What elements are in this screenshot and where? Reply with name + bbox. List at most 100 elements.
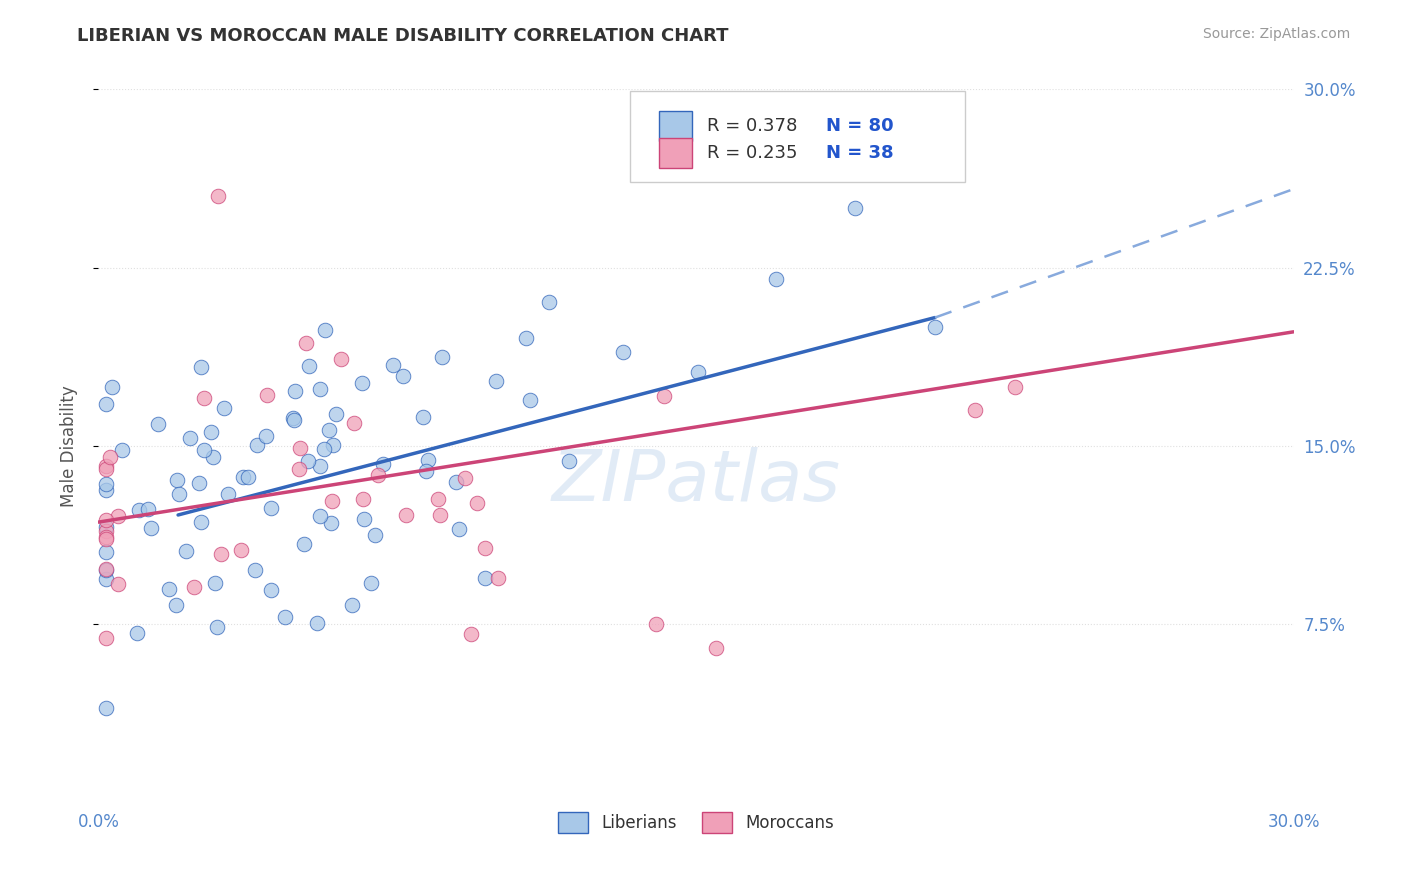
- Point: [309, 382, 332, 396]
- Point: [200, 425, 222, 440]
- Point: [342, 599, 364, 613]
- Point: [204, 576, 226, 591]
- Point: [352, 376, 374, 390]
- Text: Source: ZipAtlas.com: Source: ZipAtlas.com: [1202, 27, 1350, 41]
- Point: [292, 537, 315, 551]
- Point: [190, 515, 212, 529]
- Point: [246, 438, 269, 452]
- Point: [297, 454, 319, 468]
- Point: [128, 503, 150, 517]
- Point: [371, 457, 394, 471]
- FancyBboxPatch shape: [630, 91, 965, 182]
- Point: [193, 443, 215, 458]
- Point: [183, 580, 205, 594]
- Point: [96, 458, 118, 473]
- Point: [260, 583, 283, 598]
- Point: [205, 620, 228, 634]
- Point: [294, 336, 316, 351]
- Point: [381, 359, 404, 373]
- Point: [314, 323, 336, 337]
- Text: LIBERIAN VS MOROCCAN MALE DISABILITY CORRELATION CHART: LIBERIAN VS MOROCCAN MALE DISABILITY COR…: [77, 27, 728, 45]
- Point: [165, 598, 187, 612]
- Point: [193, 391, 215, 405]
- Point: [136, 501, 159, 516]
- Point: [432, 351, 454, 365]
- Point: [308, 458, 330, 473]
- Point: [174, 544, 197, 558]
- Point: [96, 533, 118, 547]
- Point: [166, 473, 188, 487]
- Point: [392, 368, 415, 383]
- Text: ZIPatlas: ZIPatlas: [551, 447, 841, 516]
- Point: [519, 393, 541, 408]
- Point: [330, 351, 353, 366]
- Point: [307, 615, 329, 630]
- Point: [96, 462, 118, 476]
- Point: [924, 320, 946, 334]
- Point: [395, 508, 418, 523]
- Point: [254, 429, 277, 443]
- Point: [474, 541, 496, 556]
- Point: [765, 272, 787, 286]
- Point: [190, 360, 212, 375]
- Point: [96, 397, 118, 411]
- Point: [322, 438, 344, 452]
- Point: [96, 513, 118, 527]
- Point: [214, 401, 236, 415]
- Point: [260, 500, 283, 515]
- Point: [283, 411, 305, 425]
- Point: [318, 424, 340, 438]
- Point: [321, 516, 343, 530]
- Point: [352, 491, 374, 506]
- Text: N = 38: N = 38: [827, 144, 894, 161]
- Point: [645, 617, 668, 632]
- Point: [217, 487, 239, 501]
- Point: [256, 388, 278, 402]
- Point: [485, 374, 508, 388]
- Text: N = 80: N = 80: [827, 117, 894, 135]
- Point: [290, 442, 312, 456]
- Point: [107, 509, 129, 524]
- Point: [127, 626, 149, 640]
- Text: R = 0.235: R = 0.235: [707, 144, 797, 161]
- Point: [157, 582, 180, 597]
- Point: [201, 450, 224, 464]
- Point: [96, 544, 118, 558]
- FancyBboxPatch shape: [659, 137, 692, 168]
- Point: [96, 520, 118, 534]
- Point: [325, 407, 347, 421]
- Point: [238, 469, 260, 483]
- Point: [686, 365, 709, 379]
- Point: [844, 201, 866, 215]
- Point: [96, 631, 118, 645]
- Point: [179, 431, 201, 445]
- Point: [141, 521, 163, 535]
- Point: [360, 575, 382, 590]
- Point: [454, 471, 477, 485]
- Point: [426, 491, 449, 506]
- Point: [309, 509, 332, 524]
- Point: [1004, 379, 1026, 393]
- Point: [111, 443, 134, 458]
- Point: [367, 468, 389, 483]
- Point: [243, 563, 266, 577]
- Point: [96, 562, 118, 576]
- Point: [231, 542, 253, 557]
- Y-axis label: Male Disability: Male Disability: [59, 385, 77, 507]
- Point: [353, 512, 375, 526]
- Point: [283, 413, 305, 427]
- Point: [98, 450, 121, 465]
- Point: [321, 493, 343, 508]
- Legend: Liberians, Moroccans: Liberians, Moroccans: [550, 804, 842, 841]
- Point: [96, 530, 118, 544]
- Point: [412, 410, 434, 425]
- Point: [187, 476, 209, 491]
- Point: [96, 477, 118, 491]
- Point: [96, 700, 118, 714]
- Text: R = 0.378: R = 0.378: [707, 117, 797, 135]
- Point: [963, 403, 986, 417]
- Point: [101, 380, 124, 394]
- Point: [486, 571, 509, 585]
- Point: [537, 295, 560, 310]
- Point: [96, 483, 118, 497]
